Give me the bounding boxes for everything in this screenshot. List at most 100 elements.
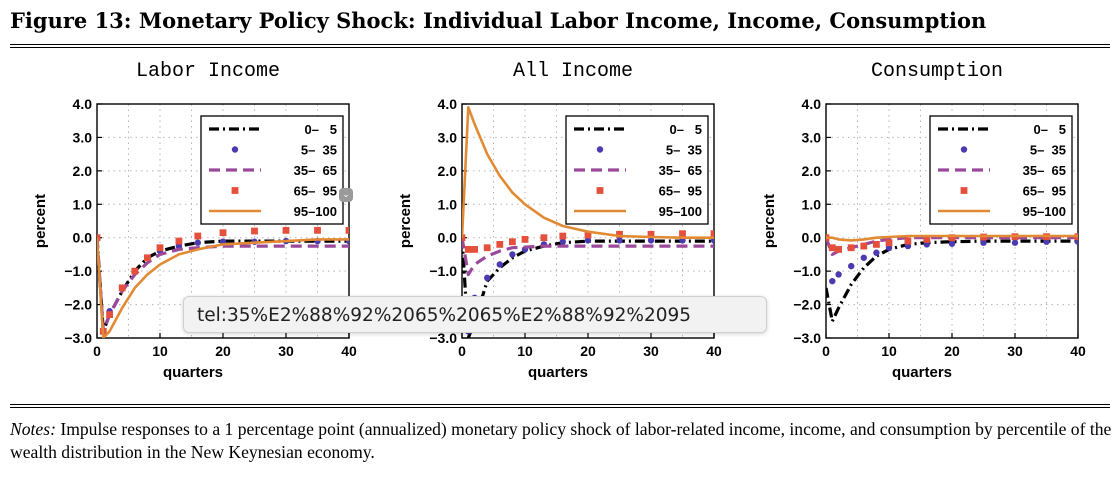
figure-charts: Labor Income 4.0 3.0 2.0 1.0 0.0 −1.0 −2.0 −3.0 0…	[32, 60, 1086, 381]
title-rule-bottom	[10, 47, 1110, 48]
legend-marker	[960, 146, 968, 153]
data-point	[923, 241, 930, 248]
data-point	[679, 230, 686, 238]
data-point	[464, 246, 472, 253]
y-tick-label: 2.0	[73, 163, 93, 179]
x-tick-label: 20	[215, 343, 231, 359]
legend-label: 35– 65	[1023, 163, 1066, 178]
x-tick-label: 40	[341, 343, 357, 359]
y-axis-label: percent	[32, 194, 49, 248]
data-point	[194, 239, 201, 246]
data-point	[584, 237, 592, 244]
title-rule-top	[10, 44, 1110, 45]
legend-label: 65– 95	[1023, 184, 1066, 199]
y-axis-label: percent	[397, 194, 414, 248]
data-point	[345, 226, 349, 234]
y-tick-label: 2.0	[438, 163, 458, 179]
legend-label: 95–100	[294, 204, 337, 219]
legend-label: 5– 35	[666, 143, 702, 158]
notes-rule-bottom	[10, 407, 1110, 408]
y-tick-label: −1.0	[64, 263, 92, 279]
legend-marker	[596, 146, 604, 153]
data-point	[828, 244, 836, 252]
series-95-100	[462, 105, 714, 239]
x-tick-label: 10	[517, 343, 533, 359]
data-point	[980, 239, 987, 246]
data-point	[219, 229, 227, 237]
y-tick-label: −1.0	[793, 263, 821, 279]
data-point	[106, 311, 113, 318]
data-point	[251, 227, 258, 235]
data-point	[496, 261, 503, 268]
figure-title: Figure 13: Monetary Policy Shock: Indivi…	[10, 8, 987, 33]
x-tick-label: 20	[944, 343, 960, 359]
y-tick-label: 1.0	[73, 196, 93, 212]
legend-label: 0– 5	[1033, 122, 1066, 137]
data-point	[835, 271, 842, 278]
panel-title: Consumption	[871, 60, 1003, 83]
data-point	[484, 274, 491, 282]
legend-label: 65– 95	[294, 184, 337, 199]
x-axis-label: quarters	[528, 364, 588, 381]
data-point	[521, 235, 529, 243]
legend-label: 95–100	[659, 204, 702, 219]
data-point	[873, 249, 880, 256]
y-tick-label: 0.0	[802, 230, 822, 246]
data-point	[496, 241, 504, 248]
y-tick-label: −1.0	[429, 263, 457, 279]
legend: 0– 5 5– 35 35– 65 65– 95 95–100	[565, 115, 709, 225]
panel-consumption: Consumption 4.0 3.0 2.0 1.0 0.0 −1.0 −2.0 −3.00 1…	[761, 60, 1086, 381]
legend-label: 35– 65	[294, 163, 337, 178]
y-tick-label: 4.0	[438, 96, 458, 112]
link-tooltip: tel:35%E2%88%92%2065%2065%E2%88%92%2095	[183, 296, 767, 333]
x-axis-label: quarters	[163, 364, 223, 381]
x-tick-label: 30	[643, 343, 659, 359]
x-tick-label: 0	[458, 343, 466, 359]
data-point	[829, 277, 836, 285]
chevron-down-icon[interactable]: ⌄	[339, 188, 353, 202]
figure-notes: Notes: Impulse responses to a 1 percenta…	[10, 418, 1114, 464]
panel-title: Labor Income	[136, 60, 280, 83]
legend-marker	[231, 187, 239, 194]
x-tick-label: 10	[152, 343, 168, 359]
x-tick-label: 40	[706, 343, 722, 359]
data-point	[647, 237, 655, 244]
x-tick-label: 30	[278, 343, 294, 359]
legend-box	[200, 115, 344, 225]
plot-data	[97, 226, 349, 338]
data-point	[1074, 238, 1078, 245]
data-point	[540, 234, 548, 242]
y-tick-label: −3.0	[793, 330, 821, 346]
y-tick-label: −2.0	[793, 297, 821, 313]
data-point	[860, 242, 868, 250]
data-point	[904, 242, 912, 250]
data-point	[923, 235, 931, 243]
data-point	[710, 230, 714, 238]
data-point	[559, 238, 566, 245]
series-0-5	[826, 239, 1078, 323]
series-95-100	[826, 234, 1078, 242]
y-tick-label: −3.0	[64, 330, 92, 346]
data-point	[483, 244, 491, 252]
data-point	[559, 232, 567, 240]
x-tick-label: 40	[1070, 343, 1086, 359]
y-tick-label: 4.0	[802, 96, 822, 112]
data-point	[194, 232, 202, 240]
data-point	[948, 240, 956, 247]
data-point	[860, 254, 867, 261]
y-tick-label: 0.0	[438, 230, 458, 246]
x-tick-label: 20	[580, 343, 596, 359]
legend: 0– 5 5– 35 35– 65 65– 95 95–100	[200, 115, 344, 225]
data-point	[647, 230, 655, 238]
y-tick-label: 3.0	[802, 129, 822, 145]
panel-all-income: All Income4.03.02.01.00.0−1.0−2.0−3.0010…	[397, 60, 722, 381]
data-point	[904, 237, 912, 245]
data-point	[616, 230, 623, 238]
y-tick-label: 1.0	[802, 196, 822, 212]
series-35-65	[97, 237, 349, 333]
data-point	[97, 234, 101, 242]
y-tick-label: −2.0	[64, 297, 92, 313]
y-tick-label: 0.0	[73, 230, 93, 246]
plot-data	[826, 233, 1078, 323]
data-point	[175, 237, 183, 245]
